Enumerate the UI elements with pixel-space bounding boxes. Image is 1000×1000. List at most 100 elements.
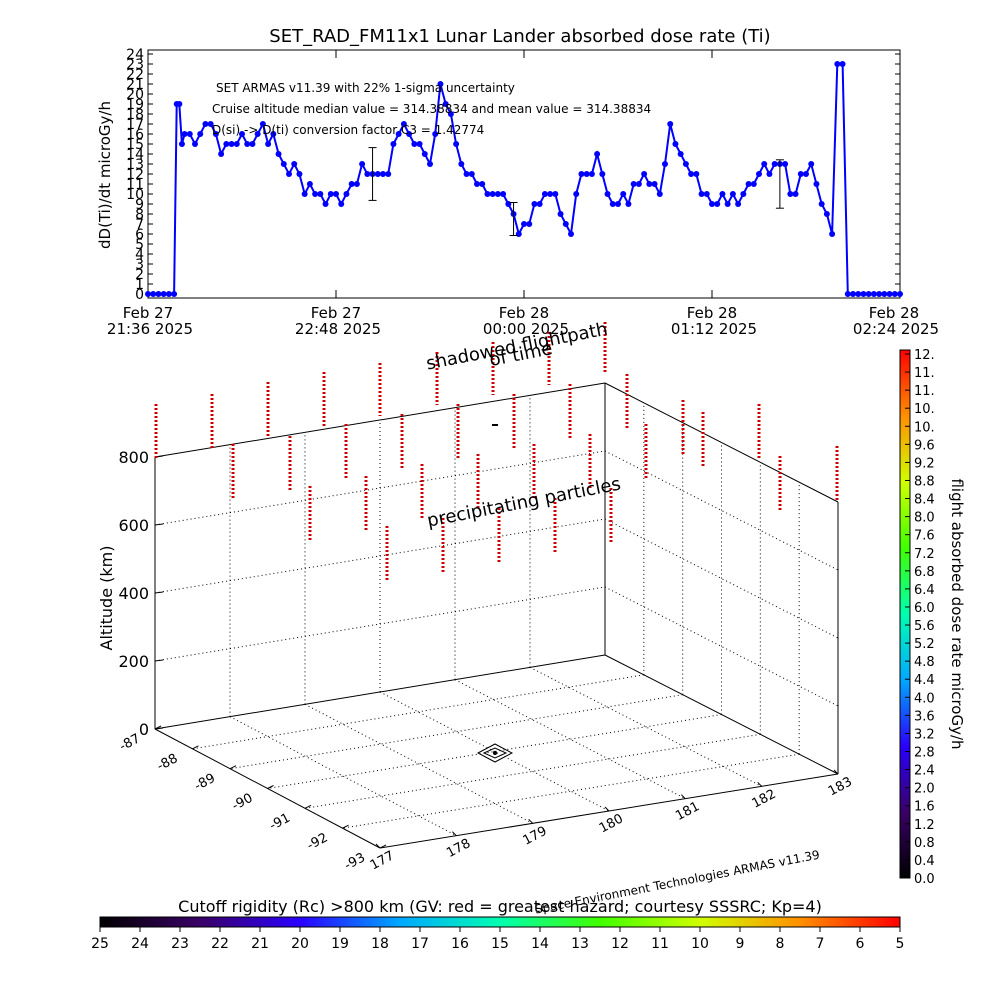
- dose-rate-point: [212, 131, 219, 137]
- dose-rate-point: [787, 191, 794, 197]
- longitude-tick: [833, 769, 839, 775]
- dose-rate-point: [437, 81, 444, 87]
- top-y-tick-label: 11: [126, 177, 144, 193]
- longitude-tick-label: 181: [673, 799, 702, 824]
- dose-rate-point: [327, 191, 334, 197]
- dose-rate-point: [745, 181, 752, 187]
- dose-rate-point: [479, 181, 486, 187]
- dose-rate-point: [662, 161, 668, 167]
- altitude-tick-label: 200: [118, 652, 149, 671]
- altitude-tick: [154, 523, 164, 526]
- dose-rate-point: [531, 201, 538, 207]
- dose-colorbar-tick-label: 8.4: [914, 493, 935, 508]
- dose-rate-point: [406, 131, 413, 137]
- precipitating-particles-label: precipitating particles: [425, 474, 622, 532]
- dose-rate-point: [688, 171, 695, 177]
- dose-rate-point: [280, 161, 287, 167]
- dose-rate-point: [698, 191, 705, 197]
- rigidity-colorbar-tick-label: 9: [736, 936, 745, 952]
- top-y-tick-label: 15: [126, 137, 144, 153]
- dose-rate-point: [782, 161, 789, 167]
- dose-rate-point: [186, 131, 193, 137]
- top-x-tick-label-line1: Feb 28: [499, 304, 549, 322]
- dose-colorbar-tick-label: 2.4: [914, 764, 935, 779]
- dose-rate-point: [547, 191, 554, 197]
- top-x-tick-label-line2: 21:36 2025: [107, 320, 193, 338]
- dose-rate-point: [635, 181, 642, 187]
- cutoff-rigidity-label: Cutoff rigidity (Rc) >800 km (GV: red = …: [178, 897, 822, 916]
- longitude-tick: [604, 806, 610, 812]
- rigidity-colorbar-tick-label: 19: [331, 936, 349, 952]
- top-y-tick-label: 2: [135, 267, 144, 283]
- dose-rate-point: [265, 141, 272, 147]
- rigidity-colorbar-tick-label: 6: [856, 936, 865, 952]
- dose-colorbar-tick-label: 10.: [914, 420, 935, 435]
- dose-rate-point: [306, 181, 313, 187]
- dose-colorbar-tick-label: 0.0: [914, 872, 935, 887]
- dose-rate-point: [145, 291, 151, 297]
- dose-rate-point: [818, 201, 825, 207]
- dose-rate-point: [844, 291, 851, 297]
- dose-colorbar-tick-label: 0.8: [914, 836, 935, 851]
- box-edge: [154, 654, 606, 730]
- rigidity-colorbar-tick-label: 10: [691, 936, 709, 952]
- longitude-tick-label: 180: [597, 811, 626, 836]
- latitude-tick: [267, 785, 274, 789]
- longitude-tick: [528, 818, 534, 824]
- rigidity-colorbar-tick-label: 5: [896, 936, 905, 952]
- dose-rate-point: [761, 161, 768, 167]
- rigidity-colorbar-tick-label: 11: [651, 936, 669, 952]
- top-y-tick-label: 0: [135, 287, 144, 303]
- dose-rate-point: [656, 191, 663, 197]
- dose-colorbar-tick-label: 10.: [914, 402, 935, 417]
- top-chart-title: SET_RAD_FM11x1 Lunar Lander absorbed dos…: [269, 26, 770, 47]
- dose-rate-point: [296, 171, 303, 177]
- dose-rate-point: [353, 181, 360, 187]
- dose-rate-point: [526, 221, 533, 227]
- dose-rate-point: [850, 291, 856, 297]
- dose-rate-point: [207, 121, 214, 127]
- dose-rate-point: [573, 191, 580, 197]
- rigidity-colorbar-tick-label: 12: [611, 936, 629, 952]
- dose-rate-point: [178, 141, 185, 147]
- dose-rate-point: [813, 181, 820, 187]
- dose-rate-point: [834, 61, 841, 67]
- dose-colorbar-tick-label: 1.2: [914, 818, 935, 833]
- dose-rate-colorbar-gradient: [899, 349, 911, 879]
- dose-rate-point: [400, 121, 407, 127]
- dose-rate-point: [192, 141, 198, 147]
- dose-rate-point: [489, 191, 496, 197]
- rigidity-colorbar-tick-label: 17: [411, 936, 429, 952]
- dose-rate-point: [562, 221, 569, 227]
- dose-rate-point: [374, 171, 381, 177]
- dose-rate-point: [301, 191, 308, 197]
- dose-colorbar-tick-label: 8.8: [914, 474, 935, 489]
- dose-rate-point: [505, 201, 512, 207]
- dose-rate-point: [254, 131, 261, 137]
- dose-rate-point: [677, 151, 684, 157]
- dose-rate-point: [865, 291, 872, 297]
- dose-colorbar-tick-label: 7.6: [914, 529, 935, 544]
- dose-colorbar-tick-label: 2.8: [914, 746, 935, 761]
- dose-rate-point: [860, 291, 867, 297]
- dose-rate-point: [176, 101, 183, 107]
- dose-rate-point: [714, 201, 721, 207]
- dose-rate-point: [646, 181, 653, 187]
- dose-rate-point: [197, 131, 204, 137]
- dose-rate-point: [385, 171, 392, 177]
- longitude-tick: [451, 831, 457, 837]
- dose-rate-point: [239, 131, 245, 137]
- dose-rate-point: [458, 161, 465, 167]
- dose-rate-point: [228, 141, 235, 147]
- dose-rate-point: [709, 201, 715, 207]
- dose-rate-point: [823, 211, 830, 217]
- dose-rate-point: [395, 131, 402, 137]
- latitude-tick: [342, 824, 349, 829]
- dose-colorbar-tick-label: 5.2: [914, 637, 935, 652]
- longitude-tick-label: 183: [826, 774, 855, 799]
- dose-rate-point: [735, 201, 742, 207]
- altitude-tick: [154, 591, 164, 594]
- floor-grid-line: [229, 716, 457, 837]
- dose-rate-point: [870, 291, 877, 297]
- cutoff-rigidity-colorbar-gradient: [99, 916, 901, 928]
